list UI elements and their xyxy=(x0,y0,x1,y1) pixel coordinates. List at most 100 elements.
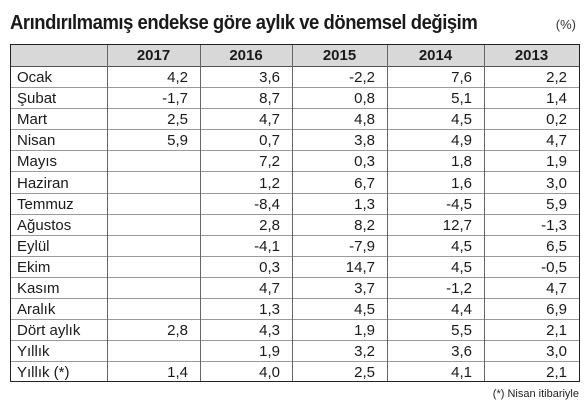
table-cell: 1,9 xyxy=(354,322,375,340)
header-row: 2017 2016 2015 2014 2013 xyxy=(11,45,579,67)
row-label: Temmuz xyxy=(17,195,74,213)
data-table: 2017 2016 2015 2014 2013 Ocak 4,2 3,6 -2,2 7,6 2,2… xyxy=(10,44,580,382)
table-cell: 12,7 xyxy=(442,216,472,234)
table-cell: 1,6 xyxy=(451,174,472,192)
column-divider xyxy=(387,45,388,381)
table-cell xyxy=(107,278,188,298)
table-cell: 7,2 xyxy=(259,153,280,171)
table-cell: 1,3 xyxy=(259,301,280,319)
table-cell: -4,5 xyxy=(446,195,472,213)
table-cell: 4,1 xyxy=(451,364,472,382)
table-cell: 3,8 xyxy=(354,132,375,150)
table-cell: -2,2 xyxy=(349,69,375,86)
unit-label: (%) xyxy=(555,17,576,32)
table-row: Ocak 4,2 3,6 -2,2 7,6 2,2 xyxy=(11,67,579,89)
row-label: Ekim xyxy=(17,258,51,276)
table-cell: 3,0 xyxy=(546,343,567,361)
table-cell: 0,8 xyxy=(354,90,375,108)
table-cell: 2,2 xyxy=(546,69,567,86)
table-cell: 4,5 xyxy=(451,258,472,276)
table-cell: 1,8 xyxy=(451,153,472,171)
table-cell: -1,2 xyxy=(446,280,472,297)
row-label: Aralık xyxy=(17,301,56,319)
column-header-2016: 2016 xyxy=(229,47,263,64)
table-cell: 1,4 xyxy=(546,90,567,108)
table-cell: 3,6 xyxy=(451,343,472,361)
table-title: Arındırılmamış endekse göre aylık ve dön… xyxy=(10,11,478,34)
column-header-2015: 2015 xyxy=(322,47,357,64)
table-row: Nisan 5,9 0,7 3,8 4,9 4,7 xyxy=(11,130,579,152)
table-cell: 1,9 xyxy=(546,153,567,171)
table-cell: 0,3 xyxy=(354,153,375,171)
table-row: Haziran 1,2 6,7 1,6 3,0 xyxy=(11,173,579,194)
row-label: Şubat xyxy=(17,90,57,108)
table-row: Yıllık 1,9 3,2 3,6 3,0 xyxy=(11,341,579,363)
table-row: Mart 2,5 4,7 4,8 4,5 0,2 xyxy=(11,109,579,131)
table-cell: 8,2 xyxy=(354,216,375,234)
table-cell: 2,8 xyxy=(167,322,188,340)
table-cell xyxy=(107,341,188,361)
table-row: Ağustos 2,8 8,2 12,7 -1,3 xyxy=(11,215,579,236)
table-cell: -8,4 xyxy=(254,195,280,213)
table-cell: 4,9 xyxy=(451,132,472,150)
table-cell: 4,7 xyxy=(259,280,280,297)
table-cell: 4,4 xyxy=(451,301,472,319)
table-cell: 1,3 xyxy=(354,195,375,213)
table-row: Aralık 1,3 4,5 4,4 6,9 xyxy=(11,299,579,321)
table-row: Kasım 4,7 3,7 -1,2 4,7 xyxy=(11,278,579,300)
table-cell: 14,7 xyxy=(345,258,375,276)
title-bar: Arındırılmamış endekse göre aylık ve dön… xyxy=(10,11,582,41)
table-row: Dört aylık 2,8 4,3 1,9 5,5 2,1 xyxy=(11,320,579,342)
table-cell: 5,9 xyxy=(546,195,567,213)
column-divider xyxy=(484,45,485,381)
column-divider xyxy=(292,45,293,381)
table-cell: 8,7 xyxy=(259,90,280,108)
table-cell: 2,5 xyxy=(354,364,375,382)
table-cell: 3,7 xyxy=(354,280,375,297)
table-cell: 0,2 xyxy=(546,111,567,129)
table-row: Ekim 0,3 14,7 4,5 -0,5 xyxy=(11,257,579,278)
table-cell: 4,2 xyxy=(167,69,188,86)
column-header-2017: 2017 xyxy=(136,47,171,64)
table-cell: -7,9 xyxy=(349,237,375,255)
row-label: Yıllık (*) xyxy=(17,364,70,382)
table-cell: 4,7 xyxy=(546,280,567,297)
table-cell: 2,8 xyxy=(259,216,280,234)
table-cell: 3,6 xyxy=(259,69,280,86)
table-row: Yıllık (*) 1,4 4,0 2,5 4,1 2,1 xyxy=(11,362,579,383)
table-cell: 1,9 xyxy=(259,343,280,361)
row-label: Mayıs xyxy=(17,153,58,171)
table-cell: 4,5 xyxy=(451,237,472,255)
table-cell: 3,0 xyxy=(546,174,567,192)
table-cell xyxy=(107,215,188,235)
table-cell: 0,3 xyxy=(259,258,280,276)
table-cell: 6,7 xyxy=(354,174,375,192)
table-cell: 6,5 xyxy=(546,237,567,255)
table-cell xyxy=(107,151,188,171)
row-label: Haziran xyxy=(17,174,69,192)
table-cell xyxy=(107,257,188,277)
table-row: Temmuz -8,4 1,3 -4,5 5,9 xyxy=(11,194,579,215)
table-cell: 3,2 xyxy=(354,343,375,361)
table-cell: 4,7 xyxy=(259,111,280,129)
table-cell: -4,1 xyxy=(254,237,280,255)
table-cell: -1,3 xyxy=(541,216,567,234)
table-cell: 2,5 xyxy=(167,111,188,129)
table-cell: 4,7 xyxy=(546,132,567,150)
row-label: Mart xyxy=(17,111,47,129)
table-cell: 5,1 xyxy=(451,90,472,108)
table-cell: 4,5 xyxy=(354,301,375,319)
table-cell: -1,7 xyxy=(162,90,188,108)
table-cell: 1,4 xyxy=(167,364,188,382)
table-cell: 4,0 xyxy=(259,364,280,382)
table-row: Mayıs 7,2 0,3 1,8 1,9 xyxy=(11,151,579,173)
row-label: Ağustos xyxy=(17,216,72,234)
table-cell xyxy=(107,194,188,214)
column-header-2013: 2013 xyxy=(514,47,549,64)
table-cell: 0,7 xyxy=(259,132,280,150)
row-label: Nisan xyxy=(17,132,56,150)
table-cell: 2,1 xyxy=(546,364,567,382)
row-label: Kasım xyxy=(17,280,60,297)
table-cell: 4,8 xyxy=(354,111,375,129)
column-divider xyxy=(200,45,201,381)
